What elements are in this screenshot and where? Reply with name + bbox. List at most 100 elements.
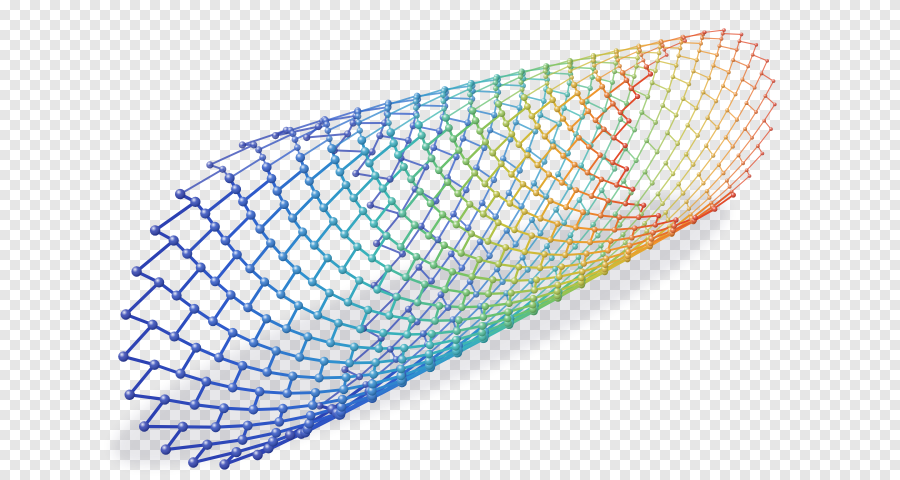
atom-highlight	[491, 111, 498, 119]
carbon-bond	[430, 329, 459, 336]
atom-highlight	[577, 274, 585, 282]
atom-highlight	[396, 364, 406, 374]
atom-highlight	[227, 327, 238, 338]
atom-highlight	[525, 147, 532, 154]
atom-highlight	[200, 208, 211, 219]
atom-highlight	[457, 249, 465, 257]
atom-highlight	[424, 350, 434, 359]
carbon-bond	[556, 276, 583, 287]
carbon-bond	[341, 245, 359, 272]
atom-highlight	[754, 43, 759, 47]
atom-highlight	[443, 178, 452, 186]
carbon-bond	[568, 54, 594, 63]
atom-highlight	[500, 155, 507, 162]
carbon-bond	[330, 129, 361, 150]
atom-highlight	[261, 314, 272, 324]
carbon-bond	[452, 188, 468, 215]
atom-highlight	[341, 180, 351, 190]
atom-highlight	[441, 106, 447, 112]
carbon-bond	[645, 139, 658, 153]
atom-highlight	[515, 263, 523, 271]
carbon-bond	[510, 154, 529, 176]
atom-highlight	[355, 276, 364, 285]
carbon-bond	[507, 297, 535, 305]
carbon-bond	[613, 120, 630, 139]
carbon-bond	[520, 182, 535, 208]
carbon-bond	[312, 219, 335, 247]
atom-highlight	[705, 115, 710, 120]
atom-highlight	[492, 213, 499, 220]
atom-highlight	[246, 210, 256, 220]
atom-highlight	[701, 90, 706, 95]
atom-highlight	[481, 138, 490, 146]
carbon-bond	[722, 33, 743, 35]
atom-highlight	[721, 171, 726, 176]
carbon-bond	[545, 65, 571, 78]
carbon-bond	[343, 209, 365, 236]
atom-highlight	[688, 212, 693, 217]
atom-highlight	[518, 203, 525, 210]
carbon-bond	[533, 283, 560, 292]
atom-highlight	[521, 248, 529, 256]
carbon-bond	[656, 60, 677, 67]
atom-highlight	[623, 77, 630, 84]
carbon-bond	[513, 210, 526, 231]
atom-highlight	[245, 263, 255, 274]
carbon-bond	[662, 89, 670, 107]
atom-highlight	[147, 319, 158, 330]
carbon-bond	[164, 443, 209, 452]
atom-highlight	[481, 144, 488, 152]
carbon-bond	[725, 119, 738, 138]
carbon-bond	[568, 164, 583, 188]
atom-highlight	[219, 459, 230, 470]
carbon-bond	[757, 128, 772, 147]
atom-highlight	[468, 273, 476, 281]
atom-highlight	[683, 152, 689, 157]
atom-highlight	[252, 449, 263, 461]
atom-highlight	[453, 153, 460, 161]
carbon-bond	[536, 145, 555, 167]
atom-highlight	[425, 341, 434, 350]
carbon-bond	[656, 132, 669, 153]
atom-highlight	[584, 98, 590, 105]
carbon-bond	[246, 420, 281, 428]
carbon-bond	[604, 255, 629, 266]
atom-highlight	[685, 122, 690, 128]
atom-highlight	[401, 273, 410, 282]
carbon-bond	[546, 72, 572, 75]
atom-highlight	[209, 221, 220, 232]
atom-highlight	[367, 254, 377, 263]
atom-highlight	[326, 338, 335, 348]
atom-highlight	[248, 404, 259, 415]
atom-highlight	[694, 57, 699, 63]
atom-highlight	[546, 87, 553, 95]
atom-highlight	[614, 50, 619, 55]
atom-highlight	[255, 224, 265, 234]
atom-highlight	[272, 186, 282, 196]
carbon-bond	[417, 238, 439, 269]
carbon-bond	[471, 94, 498, 112]
atom-highlight	[519, 180, 527, 188]
carbon-bond	[504, 105, 529, 125]
carbon-bond	[494, 192, 510, 218]
carbon-bond	[687, 107, 697, 126]
atom-highlight	[621, 178, 627, 184]
carbon-bond	[692, 70, 710, 79]
atom-highlight	[224, 173, 235, 184]
carbon-bond	[460, 240, 482, 269]
atom-highlight	[704, 189, 709, 194]
atom-highlight	[529, 294, 537, 302]
atom-highlight	[438, 210, 447, 219]
carbon-bond	[531, 290, 559, 300]
atom-highlight	[572, 244, 578, 250]
atom-highlight	[597, 212, 604, 219]
atom-highlight	[610, 101, 616, 107]
carbon-bond	[371, 374, 403, 386]
atom-highlight	[561, 105, 567, 111]
atom-highlight	[368, 148, 376, 156]
atom-highlight	[182, 248, 193, 259]
carbon-bond	[712, 194, 735, 210]
atom-highlight	[613, 60, 619, 66]
atom-highlight	[598, 176, 605, 183]
carbon-bond	[726, 162, 744, 182]
